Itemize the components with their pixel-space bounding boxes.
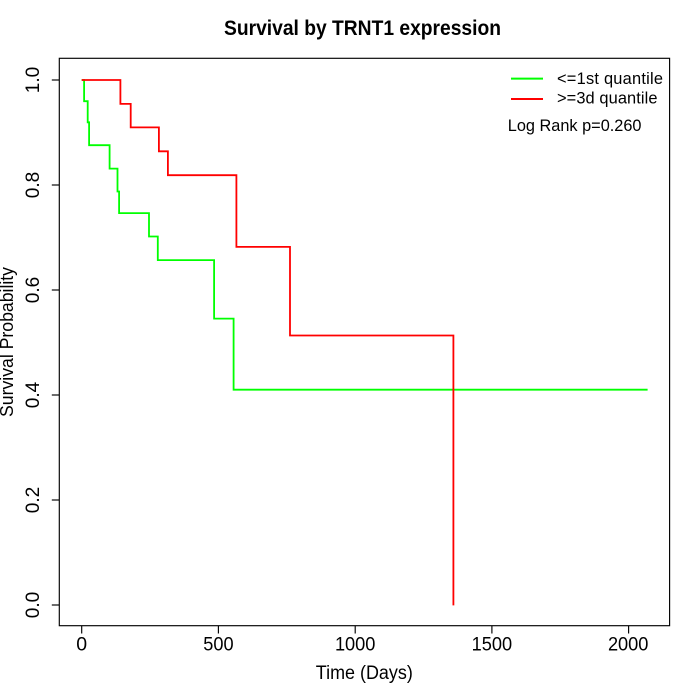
svg-text:0.8: 0.8 xyxy=(22,172,44,199)
svg-text:1000: 1000 xyxy=(335,634,376,656)
svg-text:1.0: 1.0 xyxy=(22,67,44,94)
svg-text:<=1st quantile: <=1st quantile xyxy=(557,70,663,88)
svg-text:500: 500 xyxy=(203,634,233,656)
svg-text:1500: 1500 xyxy=(472,634,513,656)
svg-text:0.2: 0.2 xyxy=(22,487,44,514)
svg-text:Survival by TRNT1 expression: Survival by TRNT1 expression xyxy=(224,17,501,40)
svg-text:Survival Probability: Survival Probability xyxy=(0,266,17,417)
svg-text:Log Rank p=0.260: Log Rank p=0.260 xyxy=(508,116,642,135)
svg-text:0.0: 0.0 xyxy=(22,592,44,619)
svg-text:>=3d quantile: >=3d quantile xyxy=(557,90,658,108)
svg-text:0: 0 xyxy=(76,634,87,656)
svg-text:0.6: 0.6 xyxy=(22,277,44,304)
svg-text:Time (Days): Time (Days) xyxy=(316,663,413,684)
svg-text:0.4: 0.4 xyxy=(22,382,44,409)
svg-text:2000: 2000 xyxy=(608,634,649,656)
